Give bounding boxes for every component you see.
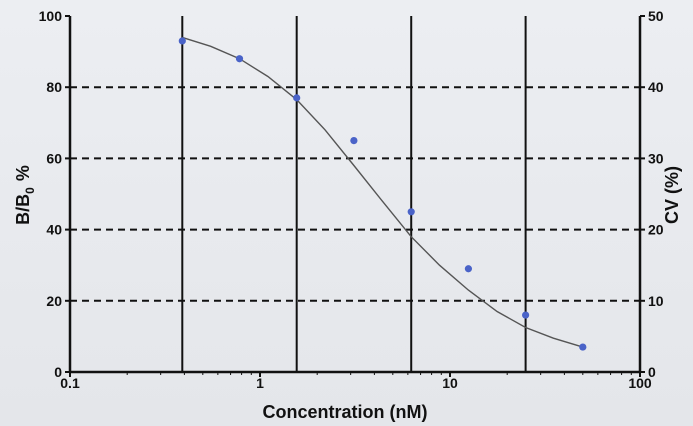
y2-tick-label: 40: [648, 79, 664, 95]
y2-tick-label: 30: [648, 150, 664, 166]
y-tick-label: 60: [46, 150, 62, 166]
x-tick-label: 100: [628, 375, 652, 391]
y-axis-title: B/B0%: [13, 165, 37, 225]
y-axis-title-unit: %: [13, 165, 33, 181]
y-tick-label: 80: [46, 79, 62, 95]
x-tick-label: 10: [442, 375, 458, 391]
data-point: [464, 265, 473, 273]
x-axis-title: Concentration (nM): [263, 402, 428, 422]
x-tick-label: 1: [256, 375, 264, 391]
axes: [65, 15, 645, 377]
y2-tick-label: 50: [648, 8, 664, 24]
y-axis-title-main: B/B: [13, 194, 33, 225]
y-tick-label: 100: [39, 8, 63, 24]
y2-tick-label: 10: [648, 293, 664, 309]
y-tick-label: 20: [46, 293, 62, 309]
data-point: [579, 343, 587, 351]
y-tick-label: 40: [46, 222, 62, 238]
series: [178, 36, 587, 351]
fit-curve: [182, 36, 584, 348]
y2-tick-label: 20: [648, 222, 664, 238]
y-axis-title-subscript: 0: [23, 187, 37, 194]
data-point: [350, 137, 358, 145]
data-point: [522, 311, 530, 319]
y2-tick-label: 0: [648, 364, 656, 380]
data-point: [235, 55, 244, 63]
x-tick-label: 0.1: [60, 375, 80, 391]
y-tick-label: 0: [54, 364, 62, 380]
data-point: [407, 208, 415, 216]
data-point: [293, 94, 301, 102]
y2-axis-title: CV (%): [662, 166, 682, 224]
data-point: [178, 37, 186, 45]
